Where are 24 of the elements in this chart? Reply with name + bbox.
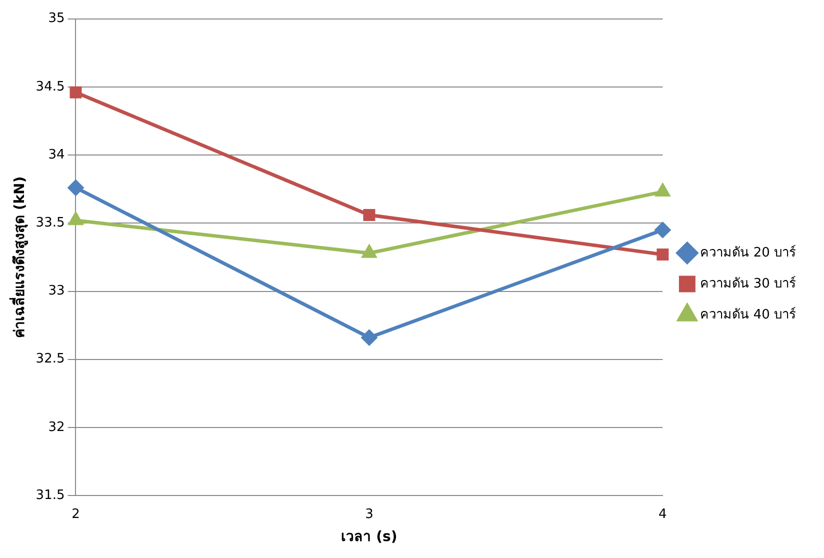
y-tick-label: 35 — [48, 11, 65, 26]
y-tick-label: 31.5 — [36, 488, 65, 503]
x-tick-label: 3 — [365, 506, 374, 522]
y-tick-label: 32 — [48, 420, 65, 435]
point — [656, 184, 670, 197]
point — [70, 86, 82, 98]
x-tick-label: 2 — [72, 506, 80, 522]
point — [362, 245, 376, 258]
y-tick-label: 34.5 — [36, 79, 65, 94]
point — [361, 330, 377, 346]
y-tick-label: 33.5 — [36, 216, 65, 231]
legend-label: ความดัน 20 บาร์ — [700, 244, 796, 260]
y-axis-title: ค่าเฉลี่ยแรงดึงสูงสุด (kN) — [9, 176, 28, 338]
y-tick-label: 33 — [48, 284, 65, 299]
legend-label: ความดัน 30 บาร์ — [700, 275, 796, 292]
point — [656, 248, 669, 260]
point — [68, 180, 84, 196]
x-tick-label: 4 — [658, 506, 667, 522]
point — [654, 222, 670, 238]
legend-label: ความดัน 40 บาร์ — [700, 306, 796, 322]
point — [363, 208, 376, 221]
x-axis-title: เวลา (s) — [341, 529, 398, 546]
y-tick-label: 32.5 — [36, 352, 65, 367]
y-tick-label: 34 — [48, 147, 65, 162]
